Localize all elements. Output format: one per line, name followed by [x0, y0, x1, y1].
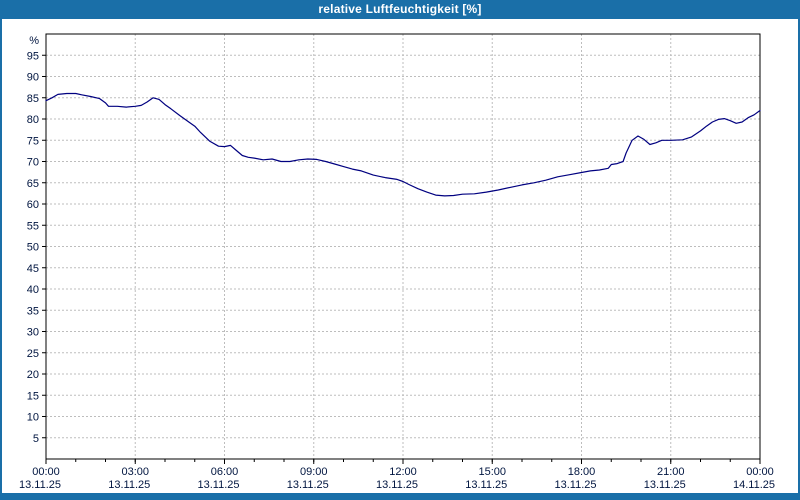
x-axis-time-label: 18:00 — [568, 466, 596, 478]
y-axis-tick-label: 35 — [27, 305, 39, 317]
x-axis-date-label: 13.11.25 — [376, 479, 418, 491]
x-axis-date-label: 14.11.25 — [733, 479, 775, 491]
x-axis-time-label: 00:00 — [32, 466, 60, 478]
chart-area: 5 10 15 20 25 30 35 40 45 50 55 60 65 70 75 80 85 90 95% 00… — [2, 19, 798, 491]
y-axis-tick-label: 5 — [33, 433, 39, 445]
x-axis-date-label: 13.11.25 — [108, 479, 150, 491]
y-axis-tick-label: 70 — [27, 157, 39, 169]
x-axis-time-label: 15:00 — [478, 466, 506, 478]
x-axis-date-label: 13.11.25 — [287, 479, 329, 491]
y-axis-tick-label: 90 — [27, 72, 39, 84]
y-axis-tick-label: 60 — [27, 199, 39, 211]
y-axis-tick-label: 55 — [27, 220, 39, 232]
x-axis-date-label: 13.11.25 — [644, 479, 686, 491]
y-axis-tick-label: 30 — [27, 327, 39, 339]
y-axis-unit-label: % — [29, 35, 39, 47]
x-axis-time-label: 21:00 — [657, 466, 685, 478]
y-axis-tick-label: 75 — [27, 135, 39, 147]
y-axis-tick-label: 40 — [27, 284, 39, 296]
x-axis-date-label: 13.11.25 — [554, 479, 596, 491]
x-axis-time-label: 09:00 — [300, 466, 328, 478]
y-axis-tick-label: 85 — [27, 93, 39, 105]
y-axis-tick-label: 50 — [27, 242, 39, 254]
y-axis-tick-label: 45 — [27, 263, 39, 275]
x-axis-date-label: 13.11.25 — [197, 479, 239, 491]
y-axis-tick-label: 10 — [27, 412, 39, 424]
x-axis-date-label: 13.11.25 — [465, 479, 507, 491]
y-axis-tick-label: 80 — [27, 114, 39, 126]
y-axis-tick-label: 20 — [27, 369, 39, 381]
y-axis-tick-label: 95 — [27, 50, 39, 62]
plot-frame — [45, 33, 761, 460]
y-axis-tick-label: 25 — [27, 348, 39, 360]
x-axis-time-label: 06:00 — [211, 466, 239, 478]
x-axis-time-label: 00:00 — [746, 466, 774, 478]
humidity-line-chart: 5 10 15 20 25 30 35 40 45 50 55 60 65 70 75 80 85 90 95% 00… — [19, 33, 775, 491]
x-axis-time-label: 03:00 — [121, 466, 149, 478]
window-title: relative Luftfeuchtigkeit [%] — [318, 2, 482, 16]
x-axis-date-label: 13.11.25 — [19, 479, 61, 491]
x-axis-time-label: 12:00 — [389, 466, 417, 478]
y-axis-tick-label: 65 — [27, 178, 39, 190]
humidity-series-line — [45, 92, 761, 197]
y-axis-tick-label: 15 — [27, 390, 39, 402]
window-titlebar: relative Luftfeuchtigkeit [%] — [0, 0, 800, 19]
